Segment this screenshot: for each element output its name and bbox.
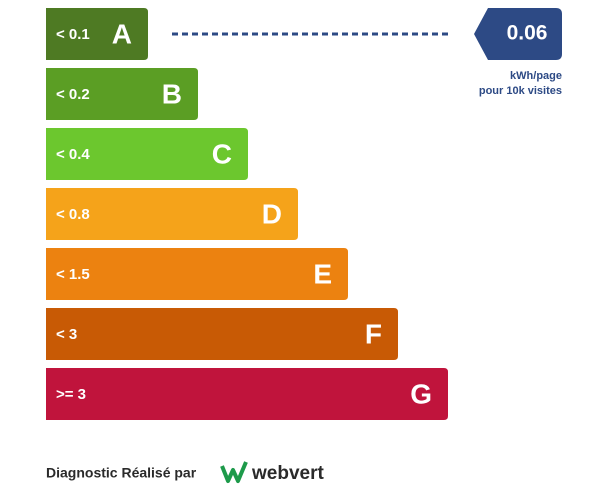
grade-bar [46,8,148,60]
grade-bar [46,68,198,120]
grade-bar [46,308,398,360]
brand-logo: webvert [220,461,324,484]
grade-letter: D [262,198,282,229]
grade-threshold: < 0.4 [56,146,90,163]
indicator-badge [474,8,562,60]
grade-bars: < 0.1 A < 0.2 B < 0.4 C < 0.8 D < 1.5 E < 3 F >= 3 G [46,8,448,420]
grade-threshold: >= 3 [56,386,86,403]
grade-letter: E [313,258,332,289]
grade-letter: B [162,78,182,109]
indicator-unit: pour 10k visites [479,85,562,97]
grade-threshold: < 0.8 [56,206,90,223]
grade-letter: A [112,18,132,49]
grade-bar [46,128,248,180]
grade-bar [46,188,298,240]
indicator-value: 0.06 [507,22,548,45]
indicator-unit: kWh/page [510,70,562,82]
grade-letter: F [365,318,382,349]
footer-text: Diagnostic Réalisé par [46,465,197,481]
grade-letter: C [212,138,232,169]
grade-bar [46,248,348,300]
brand-name: webvert [251,463,324,484]
grade-bar [46,368,448,420]
grade-threshold: < 1.5 [56,266,90,283]
grade-threshold: < 0.1 [56,26,90,43]
brand-icon [220,461,248,483]
grade-threshold: < 0.2 [56,86,90,103]
grade-threshold: < 3 [56,326,77,343]
grade-letter: G [410,378,432,409]
